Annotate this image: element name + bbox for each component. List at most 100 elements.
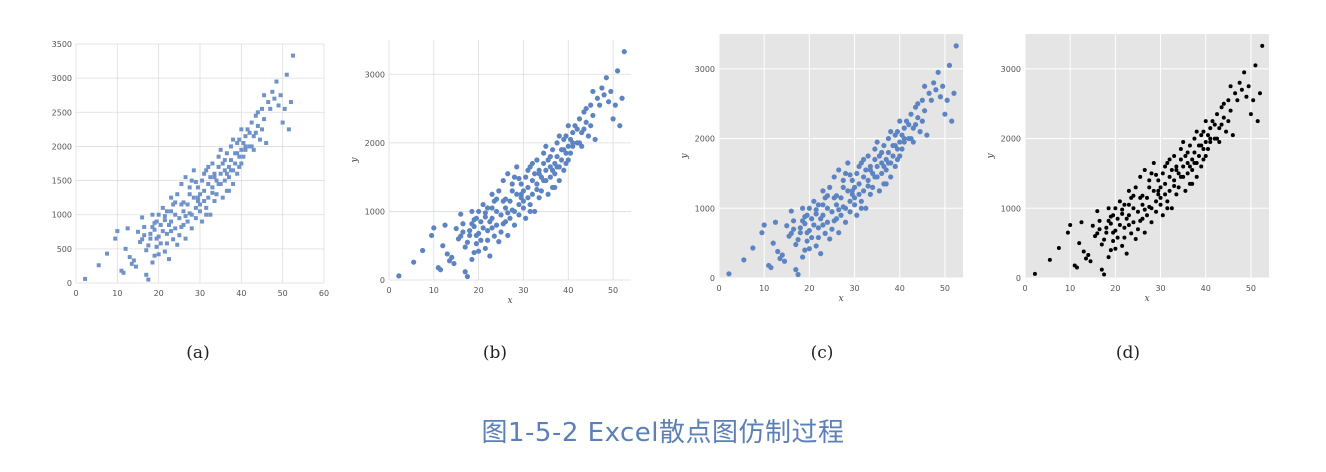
data-point xyxy=(592,136,598,143)
data-point xyxy=(541,150,547,156)
data-point xyxy=(874,163,880,170)
data-point xyxy=(1194,129,1199,134)
data-point xyxy=(437,267,444,273)
data-point xyxy=(473,232,479,239)
data-point xyxy=(253,130,258,135)
panel-label-b: (b) xyxy=(482,343,508,363)
data-point xyxy=(216,164,221,169)
data-point xyxy=(1149,171,1154,176)
data-point xyxy=(442,222,448,228)
data-point xyxy=(144,272,149,277)
x-tick-label: 30 xyxy=(1155,284,1165,293)
data-point xyxy=(1104,225,1109,230)
data-point xyxy=(759,230,765,236)
x-axis-label: x xyxy=(838,294,843,304)
data-point xyxy=(1210,119,1215,124)
data-point xyxy=(119,268,124,273)
data-point xyxy=(208,212,213,217)
data-point xyxy=(854,212,860,218)
data-point xyxy=(1212,122,1217,127)
data-point xyxy=(809,234,815,241)
data-point xyxy=(1131,206,1136,211)
data-point xyxy=(1226,98,1231,103)
data-point xyxy=(874,139,880,145)
x-axis-label: x xyxy=(507,296,512,306)
data-point xyxy=(191,168,196,173)
data-point xyxy=(1178,174,1183,179)
data-point xyxy=(926,90,932,96)
data-point xyxy=(813,211,819,217)
data-point xyxy=(220,195,225,200)
y-tick-label: 3000 xyxy=(365,70,385,79)
data-point xyxy=(1145,213,1149,218)
data-point xyxy=(876,188,883,194)
data-point xyxy=(532,171,538,177)
data-point xyxy=(523,215,529,221)
data-point xyxy=(1165,206,1170,211)
data-point xyxy=(476,248,482,254)
data-point xyxy=(1124,251,1129,256)
data-point xyxy=(1158,202,1163,207)
data-point xyxy=(1032,271,1037,276)
data-point xyxy=(1156,188,1161,193)
data-point xyxy=(915,115,921,121)
data-point xyxy=(534,186,540,193)
data-point xyxy=(833,193,840,199)
data-point xyxy=(1174,164,1179,169)
data-point xyxy=(150,260,155,265)
data-point xyxy=(105,251,109,256)
chart-c: 0 1000 2000 3000 0 10 20 30 40 50 x y xyxy=(680,34,963,304)
data-point xyxy=(804,230,810,236)
data-point xyxy=(856,191,862,197)
data-point xyxy=(1239,87,1244,92)
data-point xyxy=(158,241,163,246)
data-point xyxy=(856,181,862,187)
data-point xyxy=(867,191,873,197)
data-point xyxy=(496,188,502,194)
data-point xyxy=(1219,122,1224,127)
data-point xyxy=(148,231,153,236)
data-point xyxy=(516,175,522,182)
data-point xyxy=(750,245,756,251)
data-point xyxy=(532,208,538,215)
data-point xyxy=(218,181,223,186)
data-point xyxy=(272,96,277,101)
y-tick-label: 2000 xyxy=(365,139,385,148)
data-point xyxy=(942,111,948,117)
data-point xyxy=(257,137,262,142)
data-point xyxy=(545,191,551,197)
data-point xyxy=(453,225,459,232)
data-point xyxy=(160,205,165,210)
y-tick-label: 1000 xyxy=(1001,204,1021,213)
data-point xyxy=(1090,223,1095,228)
data-point xyxy=(478,219,484,225)
data-point xyxy=(181,200,186,205)
data-point xyxy=(1138,174,1143,179)
data-point xyxy=(799,254,806,260)
data-point xyxy=(1248,112,1253,117)
data-point xyxy=(617,123,623,129)
data-point xyxy=(1160,171,1165,176)
data-point xyxy=(440,243,446,249)
data-point xyxy=(1237,80,1242,85)
data-point xyxy=(818,251,824,257)
data-point xyxy=(1208,136,1213,141)
data-point xyxy=(1206,147,1210,152)
data-point xyxy=(1126,223,1131,228)
data-point xyxy=(1163,192,1168,197)
data-point xyxy=(1172,154,1177,158)
x-tick-label: 60 xyxy=(319,289,329,298)
data-point xyxy=(784,223,790,229)
data-point xyxy=(212,199,217,204)
data-point xyxy=(849,188,855,194)
data-point xyxy=(931,80,937,86)
data-point xyxy=(502,196,509,202)
data-point xyxy=(1133,236,1138,241)
data-point xyxy=(879,170,885,177)
data-point xyxy=(431,225,437,231)
x-tick-label: 50 xyxy=(608,286,618,295)
data-point xyxy=(195,195,200,200)
data-point xyxy=(420,247,426,254)
data-point xyxy=(214,192,219,197)
data-point xyxy=(793,267,799,273)
